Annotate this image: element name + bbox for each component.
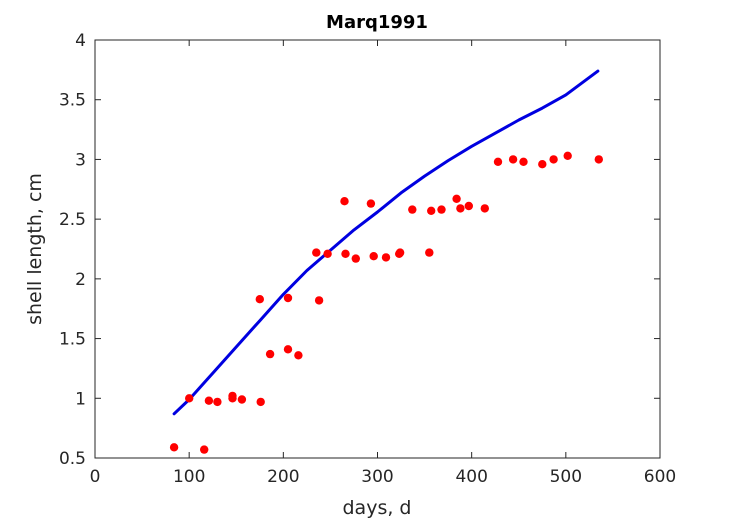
data-point [351, 254, 360, 263]
data-point [283, 293, 293, 303]
data-point [493, 157, 503, 166]
data-point [169, 443, 179, 452]
data-point [283, 345, 293, 354]
data-point [369, 252, 378, 261]
data-point [323, 249, 332, 258]
x-tick-label: 100 [173, 467, 205, 487]
x-tick-label: 0 [90, 467, 101, 487]
fitted-curve-layer [172, 69, 600, 416]
data-point [340, 197, 349, 206]
data-point [366, 199, 376, 208]
data-point [480, 204, 489, 213]
x-tick-label: 200 [267, 467, 299, 487]
data-point [213, 397, 222, 407]
data-point [185, 394, 194, 403]
x-tick-label: 300 [361, 467, 393, 487]
data-point [519, 157, 528, 166]
axis-ticks: 0 100 200 300 400 500 600 0.5 1 1.5 2 2.5 3 3.5 4 [59, 31, 676, 487]
chart-title: Marq1991 [326, 12, 428, 33]
y-tick-label: 1.5 [59, 330, 86, 350]
y-tick-label: 3.5 [59, 91, 86, 111]
y-tick-label: 2.5 [59, 210, 86, 230]
data-point [341, 249, 350, 258]
x-axis-label: days, d [343, 497, 412, 519]
data-point [425, 248, 434, 257]
data-point [464, 201, 473, 211]
data-point [312, 248, 321, 257]
data-point [256, 397, 265, 407]
y-tick-label: 0.5 [59, 449, 86, 469]
x-tick-label: 600 [644, 467, 676, 487]
data-point [255, 295, 264, 304]
data-point [549, 155, 558, 164]
data-point [452, 194, 461, 203]
x-tick-label: 400 [455, 467, 487, 487]
data-point [538, 160, 547, 169]
data-point [200, 445, 209, 454]
data-point [437, 205, 446, 214]
y-tick-label: 3 [75, 150, 86, 170]
data-point [381, 253, 391, 262]
data-point [594, 155, 603, 164]
data-point [508, 155, 518, 164]
data-point [314, 296, 324, 305]
data-point [237, 395, 247, 404]
fitted-curve [172, 69, 600, 416]
y-axis-label: shell length, cm [24, 173, 46, 325]
x-tick-label: 500 [550, 467, 582, 487]
data-point [427, 206, 436, 215]
data-point [408, 205, 417, 214]
y-tick-label: 2 [75, 270, 86, 290]
data-point [204, 396, 214, 405]
data-point [228, 391, 237, 401]
data-point [456, 204, 465, 213]
y-tick-label: 4 [75, 31, 86, 51]
data-point [395, 248, 405, 257]
y-tick-label: 1 [75, 389, 86, 409]
data-point [265, 349, 275, 359]
plot-area [94, 39, 661, 459]
data-point [294, 351, 303, 360]
data-point [563, 151, 572, 160]
data-points-layer [169, 151, 603, 454]
